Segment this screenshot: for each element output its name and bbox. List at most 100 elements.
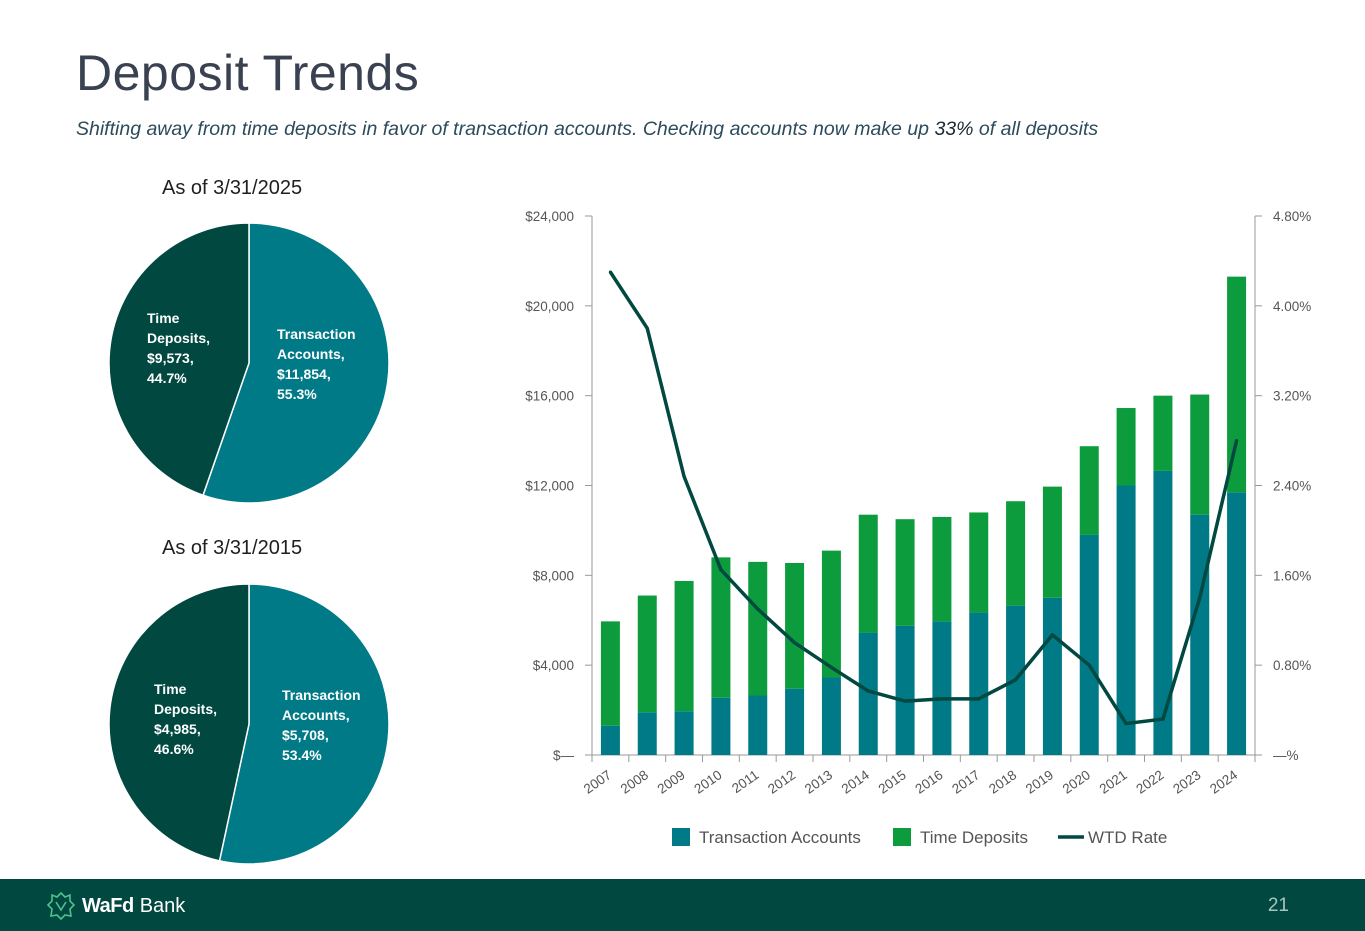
bar-transaction-2023 — [1190, 514, 1210, 755]
bar-time-deposits-2010 — [711, 557, 731, 698]
x-tick-label: 2021 — [1097, 767, 1130, 797]
left-tick-label: $8,000 — [533, 568, 574, 583]
x-tick-label: 2015 — [876, 767, 909, 797]
x-tick-label: 2014 — [839, 767, 873, 797]
bar-time-deposits-2017 — [969, 512, 989, 613]
wtd-rate-point-2022 — [1161, 717, 1165, 721]
wafd-logo-icon — [46, 891, 76, 921]
bar-transaction-2010 — [711, 697, 731, 755]
bar-transaction-2015 — [895, 625, 915, 755]
wtd-rate-point-2023 — [1198, 596, 1202, 600]
bar-transaction-2021 — [1116, 485, 1136, 755]
brand-bold: WaFd — [82, 894, 134, 917]
bar-time-deposits-2008 — [637, 595, 657, 713]
legend-wtd-rate-label: WTD Rate — [1088, 828, 1167, 847]
wtd-rate-point-2010 — [719, 568, 723, 572]
footer-bar: WaFd Bank 21 — [0, 879, 1365, 931]
bar-time-deposits-2019 — [1042, 486, 1062, 598]
x-tick-label: 2010 — [691, 767, 724, 797]
page-number: 21 — [1267, 895, 1289, 916]
pie-2015-transaction-label: Transaction Accounts, $5,708, 53.4% — [282, 687, 361, 763]
wtd-rate-point-2008 — [645, 326, 649, 330]
bar-time-deposits-2009 — [674, 580, 694, 712]
right-tick-label: 4.80% — [1273, 209, 1311, 224]
wtd-rate-point-2007 — [608, 270, 613, 274]
bar-time-deposits-2012 — [785, 562, 805, 689]
x-tick-label: 2020 — [1060, 767, 1093, 797]
wtd-rate-point-2018 — [1013, 678, 1018, 682]
bar-time-deposits-2024 — [1227, 276, 1247, 493]
x-tick-label: 2023 — [1170, 767, 1203, 797]
bar-transaction-2013 — [821, 677, 841, 755]
bar-transaction-2022 — [1153, 470, 1173, 755]
pie-2025-transaction-label: Transaction Accounts, $11,854, 55.3% — [277, 326, 356, 402]
wtd-rate-point-2017 — [977, 697, 981, 701]
left-tick-label: $24,000 — [525, 209, 574, 224]
page-title: Deposit Trends — [76, 45, 420, 101]
bar-transaction-2012 — [785, 688, 805, 755]
pie-2015-time-label: Time Deposits, $4,985, 46.6% — [154, 681, 218, 757]
legend-time-deposits-swatch — [893, 828, 911, 846]
bar-time-deposits-2023 — [1190, 394, 1210, 515]
wtd-rate-point-2014 — [866, 689, 870, 693]
pie-2015-slice-transaction — [218, 583, 390, 865]
x-tick-label: 2019 — [1023, 767, 1056, 797]
wtd-rate-point-2009 — [682, 474, 686, 479]
left-tick-label: $12,000 — [525, 479, 574, 494]
bar-time-deposits-2022 — [1153, 395, 1173, 471]
pie-2025-slice-time — [108, 222, 250, 497]
right-tick-label: 2.40% — [1273, 479, 1311, 494]
x-tick-label: 2017 — [949, 767, 982, 797]
legend-transaction-accounts-label: Transaction Accounts — [699, 828, 861, 847]
right-tick-label: —% — [1273, 748, 1299, 763]
deposit-bar-chart: $— $4,000 $8,000 $12,000 $16,000 $20,000 $24,0… — [525, 209, 1311, 847]
pie-2025-time-label: Time Deposits, $9,573, 44.7% — [147, 310, 211, 386]
bar-time-deposits-2016 — [932, 516, 952, 622]
x-tick-label: 2013 — [802, 767, 835, 797]
wtd-rate-point-2024 — [1234, 438, 1239, 443]
wtd-rate-point-2019 — [1050, 633, 1055, 637]
pie-2015-title: As of 3/31/2015 — [162, 537, 303, 559]
left-tick-label: $4,000 — [533, 658, 574, 673]
bar-transaction-2020 — [1079, 534, 1099, 755]
bar-time-deposits-2018 — [1006, 501, 1026, 606]
wtd-rate-line — [608, 271, 1239, 726]
left-tick-label: $16,000 — [525, 389, 574, 404]
x-tick-label: 2012 — [765, 767, 798, 797]
bar-time-deposits-2020 — [1079, 446, 1099, 535]
bar-transaction-2011 — [748, 695, 768, 755]
bar-time-deposits-2011 — [748, 561, 768, 696]
pie-chart-2015 — [108, 583, 390, 865]
right-tick-label: 1.60% — [1273, 568, 1311, 583]
bar-time-deposits-2015 — [895, 519, 915, 626]
bar-transaction-2024 — [1227, 492, 1247, 755]
bar-transaction-2016 — [932, 621, 952, 755]
pie-2015-slice-time — [108, 583, 250, 862]
x-tick-label: 2018 — [986, 767, 1019, 797]
wtd-rate-point-2020 — [1087, 663, 1091, 667]
pie-chart-2025 — [108, 222, 390, 504]
wafd-logo: WaFd Bank — [46, 891, 185, 921]
x-tick-label: 2011 — [729, 767, 761, 796]
pie-2025-title: As of 3/31/2025 — [162, 177, 303, 199]
right-tick-label: 4.00% — [1273, 299, 1311, 314]
wtd-rate-point-2015 — [903, 699, 907, 703]
bar-time-deposits-2013 — [821, 550, 841, 678]
bar-transaction-2017 — [969, 612, 989, 755]
page-subtitle: Shifting away from time deposits in favo… — [76, 118, 1099, 140]
x-tick-label: 2009 — [655, 767, 688, 797]
bar-time-deposits-2014 — [858, 514, 878, 633]
wtd-rate-point-2021 — [1124, 721, 1128, 726]
x-tick-label: 2007 — [581, 767, 614, 797]
right-tick-label: 3.20% — [1273, 389, 1311, 404]
x-tick-label: 2022 — [1133, 767, 1166, 797]
bar-transaction-2008 — [637, 712, 657, 755]
bar-time-deposits-2021 — [1116, 408, 1136, 486]
wtd-rate-point-2016 — [940, 697, 944, 701]
bar-transaction-2009 — [674, 711, 694, 755]
wtd-rate-point-2012 — [792, 641, 797, 645]
bar-transaction-2014 — [858, 632, 878, 755]
left-tick-label: $— — [553, 748, 575, 763]
x-tick-label: 2024 — [1207, 767, 1241, 797]
legend-time-deposits-label: Time Deposits — [920, 828, 1028, 847]
